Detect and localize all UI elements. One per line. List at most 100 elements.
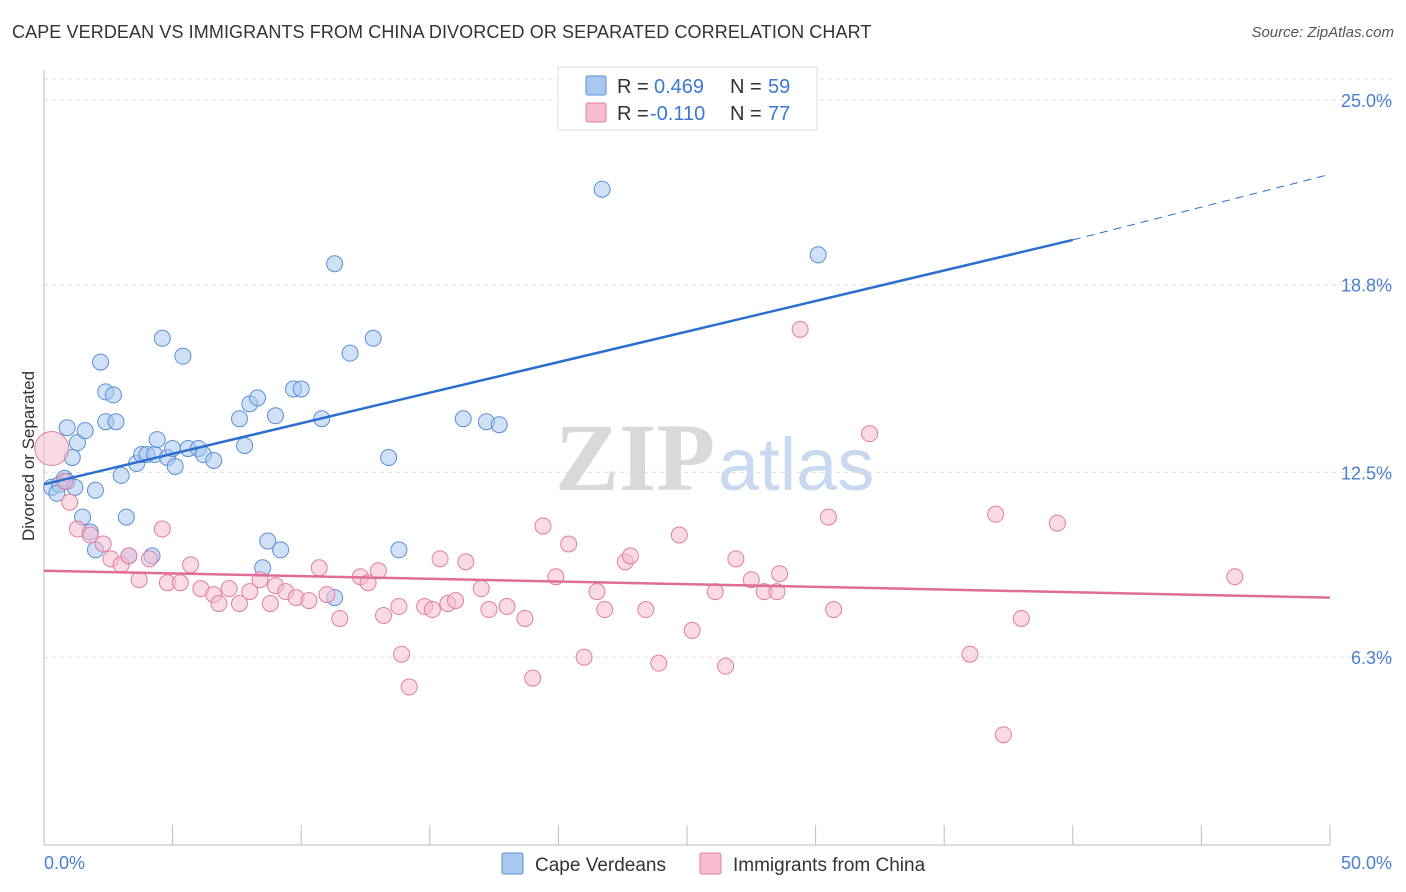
cape-verdean-point — [230, 410, 248, 428]
china-point — [621, 547, 639, 565]
china-point — [861, 425, 879, 443]
legend-n-value: 77 — [768, 103, 790, 125]
china-point — [771, 565, 789, 583]
china-point — [81, 526, 99, 544]
cape-verdean-point — [86, 481, 104, 499]
china-point — [447, 592, 465, 610]
bottom-legend-label: Cape Verdeans — [535, 855, 666, 876]
china-point — [791, 320, 809, 338]
china-point — [1012, 609, 1030, 627]
watermark-zip: ZIP — [555, 404, 715, 511]
china-point — [742, 571, 760, 589]
china-point — [560, 535, 578, 553]
china-point — [588, 583, 606, 601]
cape-verdean-point — [153, 329, 171, 347]
watermark-atlas: atlas — [718, 423, 874, 506]
cape-verdean-point — [266, 407, 284, 425]
china-point — [1048, 514, 1066, 532]
china-point — [369, 562, 387, 580]
cape-verdean-point — [259, 532, 277, 550]
cape-verdean-point — [593, 180, 611, 198]
x-tick-label: 50.0% — [1341, 853, 1392, 873]
bottom-legend-label: Immigrants from China — [733, 855, 926, 876]
china-point — [261, 595, 279, 613]
y-tick-label: 12.5% — [1341, 463, 1392, 483]
top-legend: R = 0.469 N = 59 R = -0.110 N = 77 — [557, 66, 818, 131]
cape-verdean-point — [107, 413, 125, 431]
china-point — [472, 580, 490, 598]
legend-swatch-blue — [585, 75, 607, 96]
cape-verdean-point — [490, 416, 508, 434]
china-point — [596, 601, 614, 619]
china-point — [241, 583, 259, 601]
china-point — [375, 606, 393, 624]
china-point — [534, 517, 552, 535]
china-point — [524, 669, 542, 687]
bottom-legend: Cape Verdeans Immigrants from China — [501, 852, 926, 876]
china-point — [210, 595, 228, 613]
china-trend-line — [43, 569, 1331, 599]
cape-verdean-point — [364, 329, 382, 347]
china-point — [390, 598, 408, 616]
china-point — [431, 550, 449, 568]
cape-verdean-trend-line — [43, 238, 1074, 486]
cape-verdean-point — [117, 508, 135, 526]
china-point — [768, 583, 786, 601]
cape-verdean-point — [272, 541, 290, 559]
cape-verdean-point — [236, 437, 254, 455]
legend-r-value: -0.110 — [650, 103, 705, 125]
china-point — [331, 609, 349, 627]
cape-verdean-point — [454, 410, 472, 428]
china-point — [683, 621, 701, 639]
china-point — [457, 553, 475, 571]
china-point — [498, 598, 516, 616]
cape-verdean-point — [205, 451, 223, 469]
china-point — [717, 657, 735, 675]
china-point — [987, 505, 1005, 523]
legend-r-value: 0.469 — [654, 76, 704, 98]
y-tick-label: 25.0% — [1341, 91, 1392, 111]
china-point — [516, 609, 534, 627]
cape-verdean-point — [76, 422, 94, 440]
cape-verdean-point — [112, 466, 130, 484]
cape-verdean-point — [326, 255, 344, 273]
china-point — [120, 547, 138, 565]
y-tick-label: 18.8% — [1341, 276, 1392, 296]
legend-r-label: R = — [617, 103, 649, 125]
china-point — [423, 601, 441, 619]
china-point — [650, 654, 668, 672]
china-point — [61, 493, 79, 511]
legend-n-label: N = — [730, 76, 762, 98]
china-point — [300, 592, 318, 610]
cape-verdean-point — [341, 344, 359, 362]
cape-verdean-point — [48, 484, 66, 502]
china-point — [140, 550, 158, 568]
china-point — [961, 645, 979, 663]
legend-n-label: N = — [730, 103, 762, 125]
china-point — [670, 526, 688, 544]
china-point — [182, 556, 200, 574]
china-point — [819, 508, 837, 526]
cape-verdean-trend-extension — [1072, 173, 1331, 241]
china-point — [637, 601, 655, 619]
watermark: ZIP atlas — [555, 404, 874, 511]
cape-verdean-point — [68, 434, 86, 452]
source-label: Source: ZipAtlas.com — [1251, 24, 1394, 41]
chart-title: CAPE VERDEAN VS IMMIGRANTS FROM CHINA DI… — [12, 22, 872, 42]
china-point — [825, 601, 843, 619]
china-point — [994, 726, 1012, 744]
bottom-legend-swatch-pink — [699, 852, 722, 875]
china-point — [393, 645, 411, 663]
cape-verdean-point — [380, 449, 398, 466]
cape-verdean-point — [166, 457, 184, 475]
x-tick-label: 0.0% — [44, 853, 85, 873]
legend-n-value: 59 — [768, 76, 790, 98]
cape-verdean-point — [58, 419, 76, 437]
china-point — [34, 431, 70, 467]
legend-r-label: R = — [617, 76, 649, 98]
cape-verdean-point — [92, 353, 110, 371]
china-point — [400, 678, 418, 696]
cape-verdean-point — [148, 431, 166, 449]
china-point — [480, 601, 498, 619]
